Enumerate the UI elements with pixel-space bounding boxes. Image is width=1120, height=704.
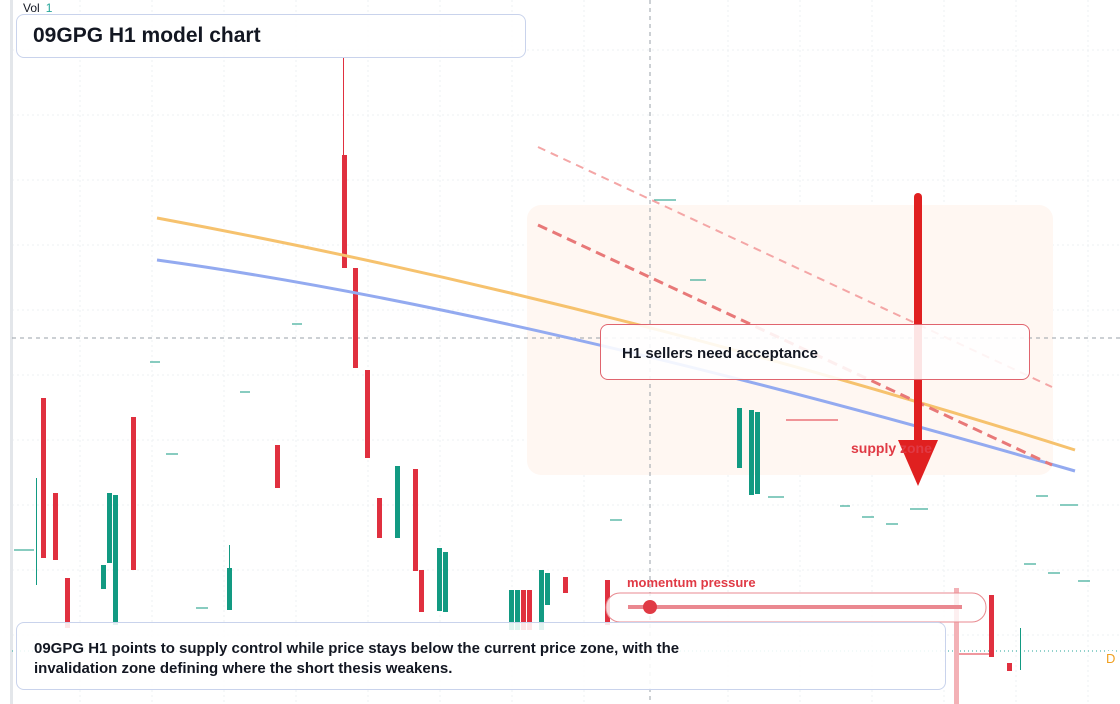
summary-box: 09GPG H1 points to supply control while … (16, 622, 946, 690)
badge: D (1106, 651, 1116, 666)
volume-label: Vol 1 (23, 1, 52, 15)
zone-label: supply zone (851, 440, 932, 456)
slider-label: momentum pressure (627, 575, 756, 590)
left-edge (10, 0, 13, 704)
summary-text: 09GPG H1 points to supply control while … (34, 640, 680, 677)
chart-title: 09GPG H1 model chart (16, 14, 526, 58)
ma-orange (156, 216, 1076, 452)
vol-label: Vol (23, 1, 40, 15)
callout: H1 sellers need acceptance (600, 324, 1030, 380)
channel-lower (537, 223, 1053, 467)
channel-upper (537, 146, 1053, 388)
candles (14, 58, 1090, 671)
invalidation-bar (954, 588, 959, 704)
down-arrow-head (898, 440, 938, 486)
slider-knob[interactable] (643, 600, 657, 614)
vol-value: 1 (45, 1, 53, 15)
